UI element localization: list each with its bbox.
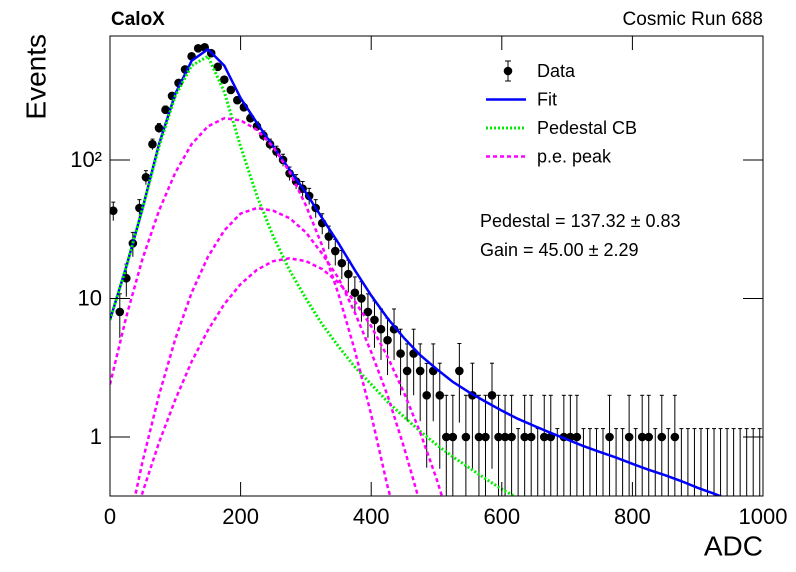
data-point xyxy=(422,390,432,400)
data-point xyxy=(441,432,451,442)
legend-label: Fit xyxy=(537,89,557,109)
x-tick-label: 200 xyxy=(222,504,259,529)
data-point xyxy=(110,206,118,216)
data-point xyxy=(507,432,516,442)
chart-subtitle: Cosmic Run 688 xyxy=(623,9,763,30)
annotation: Pedestal = 137.32 ± 0.83 xyxy=(480,211,681,231)
frame xyxy=(109,35,764,497)
data-point xyxy=(494,432,503,442)
data-point xyxy=(448,432,458,442)
data-point xyxy=(115,307,125,317)
data-point xyxy=(193,43,203,53)
data-point xyxy=(213,62,223,72)
x-tick-label: 1000 xyxy=(739,504,788,529)
x-tick-label: 400 xyxy=(353,504,390,529)
legend-label: p.e. peak xyxy=(537,146,612,166)
data-point xyxy=(526,432,536,442)
data-point xyxy=(624,432,634,442)
data-point xyxy=(461,432,471,442)
data-point xyxy=(226,85,236,95)
annotation: Gain = 45.00 ± 2.29 xyxy=(480,240,639,260)
data-point xyxy=(657,432,667,442)
data-point xyxy=(520,432,529,442)
data-point xyxy=(481,432,490,442)
data-point xyxy=(644,432,654,442)
legend-marker xyxy=(503,66,513,76)
data-point xyxy=(415,366,425,376)
data-point xyxy=(376,324,386,334)
data-point xyxy=(605,432,614,442)
data-point xyxy=(148,139,157,149)
data-point xyxy=(357,294,366,303)
data-point xyxy=(474,432,484,442)
data-point xyxy=(539,432,549,442)
data-point xyxy=(396,349,405,358)
chart-title: CaloX xyxy=(111,9,165,30)
data-point xyxy=(330,246,340,256)
data-point xyxy=(219,75,229,84)
curve xyxy=(110,54,517,496)
curve xyxy=(110,47,724,496)
data-point xyxy=(337,258,347,268)
data-point xyxy=(500,432,510,442)
curve xyxy=(110,116,392,496)
data-point xyxy=(363,307,373,317)
data-point xyxy=(141,172,151,182)
data-point xyxy=(370,315,379,325)
plot-area xyxy=(110,43,762,496)
data-point xyxy=(455,366,464,376)
data-point xyxy=(637,432,647,442)
data-point xyxy=(154,123,164,133)
data-point xyxy=(350,288,360,298)
data-point xyxy=(383,335,392,345)
x-tick-label: 600 xyxy=(483,504,520,529)
data-point xyxy=(324,232,334,241)
legend-label: Data xyxy=(537,61,576,81)
y-axis-label: Events xyxy=(20,34,51,120)
curve xyxy=(140,257,444,496)
data-point xyxy=(161,105,170,115)
y-tick-label: 1 xyxy=(90,424,102,449)
x-axis-label: ADC xyxy=(704,530,763,561)
legend-label: Pedestal CB xyxy=(537,118,637,138)
data-point xyxy=(487,390,497,400)
data-point xyxy=(402,366,412,376)
data-point xyxy=(435,390,445,400)
y-tick-label: 10 xyxy=(78,285,102,310)
data-point xyxy=(572,432,582,442)
data-point xyxy=(344,269,353,279)
data-point xyxy=(670,432,680,442)
x-tick-label: 800 xyxy=(614,504,651,529)
x-tick-label: 0 xyxy=(104,504,116,529)
y-tick-label: 10² xyxy=(70,147,102,172)
